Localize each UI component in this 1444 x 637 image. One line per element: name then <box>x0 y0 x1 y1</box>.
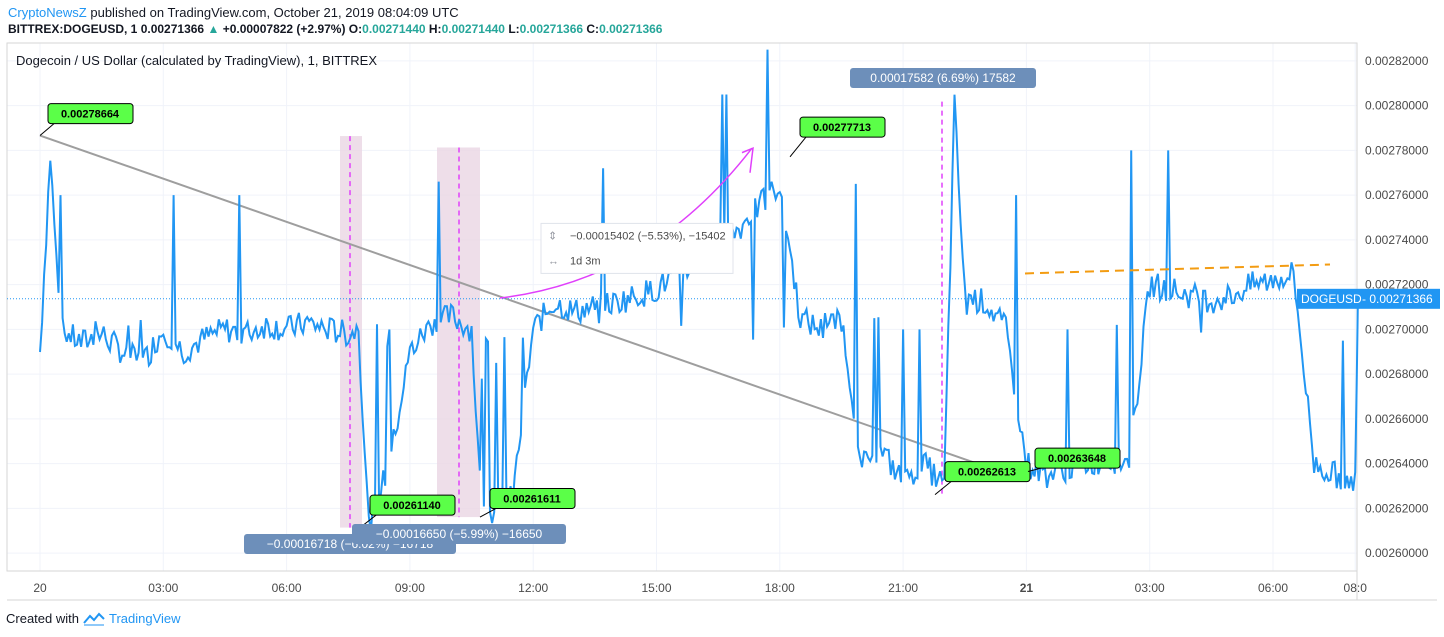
time-tick-label: 15:00 <box>641 581 671 595</box>
price-tick-label: 0.00280000 <box>1365 99 1429 113</box>
time-tick-label: 06:00 <box>1258 581 1288 595</box>
tradingview-logo-icon <box>83 612 105 626</box>
callout-label: 0.00261140 <box>383 500 441 512</box>
callout-box <box>944 461 1031 483</box>
price-tick-label: 0.00266000 <box>1365 412 1429 426</box>
callout-label: 0.00277713 <box>813 122 871 134</box>
price-tick-label: 0.00268000 <box>1365 367 1429 381</box>
callout-pointer <box>934 481 952 496</box>
measure-tooltip <box>540 222 734 274</box>
last-price-value: - 0.00271366 <box>1362 292 1433 306</box>
time-axis[interactable]: 20 03:00 06:00 09:00 12:00 15:00 18:00 21:00 21 0… <box>33 581 1367 595</box>
measure-badge <box>352 524 566 544</box>
up-arrow-icon: ▲ <box>207 22 220 36</box>
callout-label: 0.00278664 <box>61 109 120 121</box>
price-tick-label: 0.00276000 <box>1365 188 1429 202</box>
arrow-head-icon <box>741 146 754 173</box>
open-value: 0.00271440 <box>362 22 426 36</box>
publish-text: published on TradingView.com, October 21… <box>86 5 459 20</box>
trend-line[interactable] <box>39 134 978 465</box>
time-tick-label: 12:00 <box>518 581 548 595</box>
tooltip-duration: 1d 3m <box>570 255 601 267</box>
tooltip-change: −0.00015402 (−5.53%), −15402 <box>570 230 726 242</box>
callout-box <box>799 116 886 138</box>
callout-box <box>369 494 456 516</box>
ruler-icon: ⇕ <box>548 230 557 242</box>
last-price-tag <box>1297 288 1440 309</box>
callout-box <box>489 487 576 509</box>
measure-badge-label: 0.00017582 (6.69%) 17582 <box>870 71 1016 85</box>
close-label: C: <box>586 22 600 36</box>
tradingview-brand[interactable]: TradingView <box>108 611 181 626</box>
price-change: +0.00007822 (+2.97%) <box>222 22 346 36</box>
footer: Created with TradingView <box>6 611 181 626</box>
symbol: BITTREX:DOGEUSD, 1 <box>8 22 138 36</box>
publish-info: CryptoNewsZ published on TradingView.com… <box>8 5 459 20</box>
callout-label: 0.00261611 <box>503 493 561 505</box>
callout-pointer <box>479 508 497 518</box>
low-value: 0.00271366 <box>519 22 584 36</box>
grid <box>7 43 1357 571</box>
high-value: 0.00271440 <box>441 22 505 36</box>
close-value: 0.00271366 <box>599 22 663 36</box>
measure-badge-label: −0.00016650 (−5.99%) −16650 <box>376 527 543 541</box>
measure-range-1 <box>340 136 362 528</box>
callout-pointer <box>1027 467 1042 472</box>
callout-box <box>47 103 134 125</box>
price-tick-label: 0.00274000 <box>1365 233 1429 247</box>
created-with-text: Created with <box>6 611 79 626</box>
last-price: 0.00271366 <box>140 22 205 36</box>
chart-title: Dogecoin / US Dollar (calculated by Trad… <box>16 53 377 68</box>
measure-badge <box>850 68 1036 88</box>
time-tick-label: 06:00 <box>272 581 302 595</box>
price-tick-label: 0.00260000 <box>1365 546 1429 560</box>
price-series-line <box>39 49 1359 534</box>
open-label: O: <box>348 22 363 36</box>
callout-pointer <box>789 136 807 158</box>
time-tick-label: 03:00 <box>148 581 178 595</box>
last-price-symbol: DOGEUSD <box>1301 292 1362 306</box>
time-tick-label: 20 <box>33 581 47 595</box>
time-tick-label: 08:0 <box>1344 581 1368 595</box>
price-tick-label: 0.00272000 <box>1365 278 1429 292</box>
resistance-line <box>1024 263 1331 275</box>
price-tick-label: 0.00270000 <box>1365 322 1429 336</box>
ohlc-row: BITTREX:DOGEUSD, 1 0.00271366 ▲ +0.00007… <box>8 22 662 36</box>
time-range-icon: ↔ <box>548 255 559 267</box>
callout-label: 0.00262613 <box>958 467 1016 479</box>
callout-pointer <box>39 123 55 136</box>
time-tick-label: 09:00 <box>395 581 425 595</box>
time-tick-label: 18:00 <box>765 581 795 595</box>
low-label: L: <box>508 22 520 36</box>
high-label: H: <box>428 22 442 36</box>
time-tick-label: 21 <box>1020 581 1034 595</box>
time-tick-label: 03:00 <box>1135 581 1165 595</box>
price-tick-label: 0.00278000 <box>1365 143 1429 157</box>
time-tick-label: 21:00 <box>888 581 918 595</box>
price-tick-label: 0.00282000 <box>1365 54 1429 68</box>
author-link[interactable]: CryptoNewsZ <box>8 5 87 20</box>
price-tick-label: 0.00264000 <box>1365 457 1429 471</box>
price-axis[interactable]: 0.00260000 0.00262000 0.00264000 0.00266000… <box>1365 54 1429 560</box>
callout-label: 0.00263648 <box>1048 453 1106 465</box>
callout-box <box>1034 447 1121 469</box>
price-tick-label: 0.00262000 <box>1365 501 1429 515</box>
